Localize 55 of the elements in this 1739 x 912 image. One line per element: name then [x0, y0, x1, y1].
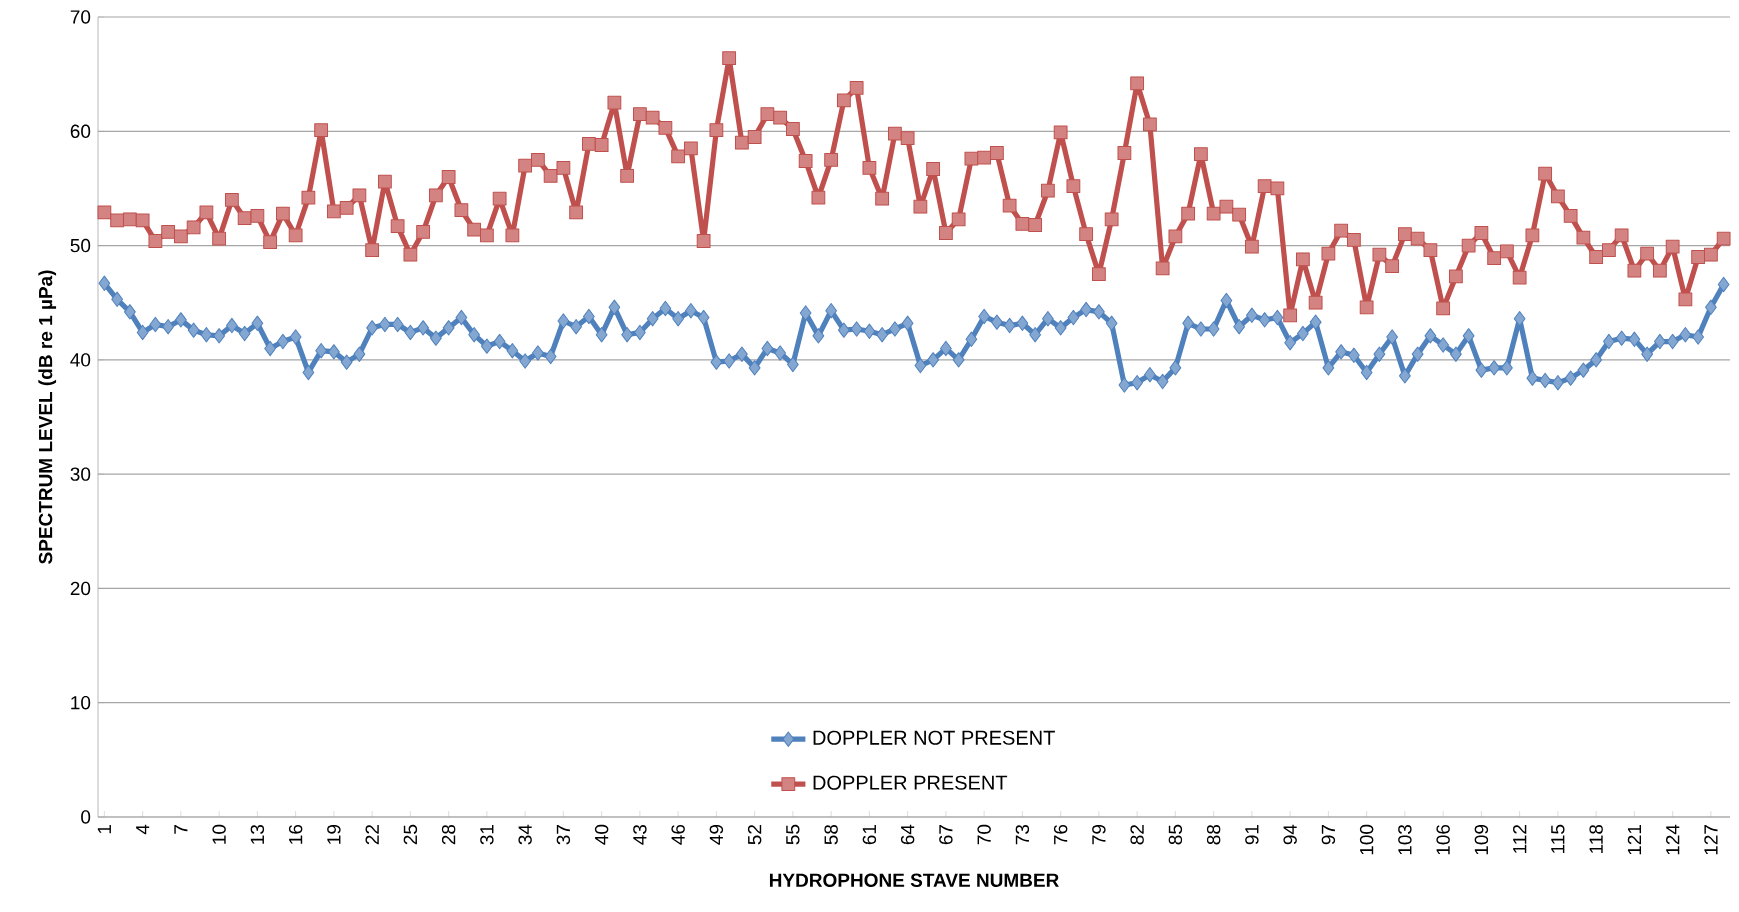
x-tick-label: 61 — [862, 825, 877, 845]
x-tick-label: 37 — [556, 825, 571, 845]
y-tick-label: 30 — [70, 467, 91, 481]
x-tick-label: 76 — [1053, 824, 1068, 845]
y-axis-title: SPECTRUM LEVEL (dB re 1 µPa) — [38, 270, 57, 564]
x-tick-label: 106 — [1436, 824, 1450, 855]
x-tick-label: 118 — [1589, 824, 1603, 853]
x-tick-label: 109 — [1474, 824, 1489, 855]
y-tick-label: 50 — [70, 238, 91, 253]
x-tick-label: 94 — [1283, 824, 1297, 845]
x-tick-label: 82 — [1130, 825, 1144, 845]
x-tick-label: 22 — [365, 825, 379, 845]
x-tick-label: 55 — [786, 824, 800, 845]
x-tick-label: 97 — [1321, 825, 1336, 845]
y-tick-label: 20 — [70, 581, 91, 596]
x-tick-label: 43 — [633, 824, 647, 845]
x-tick-label: 112 — [1513, 825, 1527, 853]
x-tick-label: 70 — [977, 824, 991, 845]
x-tick-label: 25 — [403, 824, 418, 845]
y-tick-label: 0 — [81, 810, 91, 824]
y-tick-label: 10 — [71, 695, 91, 710]
x-tick-label: 16 — [288, 824, 303, 844]
x-tick-label: 31 — [480, 825, 494, 845]
x-tick-label: 115 — [1551, 824, 1565, 853]
y-tick-label: 40 — [70, 353, 91, 367]
x-tick-label: 28 — [441, 824, 456, 845]
x-axis-title: HYDROPHONE STAVE NUMBER — [769, 873, 1059, 887]
x-tick-label: 88 — [1206, 824, 1221, 845]
x-tick-label: 124 — [1666, 824, 1680, 855]
x-tick-label: 91 — [1245, 825, 1259, 845]
x-tick-label: 58 — [824, 824, 838, 845]
x-tick-label: 1 — [97, 825, 111, 834]
x-tick-label: 64 — [900, 824, 915, 845]
x-tick-label: 4 — [136, 824, 150, 835]
x-tick-label: 67 — [939, 825, 953, 845]
x-tick-label: 7 — [174, 825, 188, 834]
x-tick-label: 100 — [1359, 824, 1374, 855]
x-tick-label: 52 — [747, 825, 762, 845]
x-tick-label: 13 — [250, 824, 265, 844]
x-tick-label: 85 — [1168, 824, 1183, 845]
x-tick-label: 49 — [709, 824, 724, 845]
x-tick-label: 40 — [594, 824, 609, 845]
x-tick-label: 73 — [1015, 824, 1030, 845]
x-tick-label: 103 — [1398, 824, 1412, 855]
legend-label: DOPPLER NOT PRESENT — [813, 730, 1055, 745]
y-tick-label: 70 — [70, 10, 91, 24]
y-tick-label: 60 — [70, 124, 91, 139]
x-tick-label: 121 — [1627, 825, 1642, 855]
x-tick-label: 127 — [1704, 825, 1718, 855]
x-tick-label: 10 — [212, 824, 226, 844]
legend-label: DOPPLER PRESENT — [813, 775, 1008, 790]
x-tick-label: 46 — [671, 824, 685, 845]
x-tick-label: 34 — [518, 824, 532, 845]
x-tick-label: 79 — [1092, 824, 1106, 845]
x-tick-label: 19 — [327, 824, 341, 844]
